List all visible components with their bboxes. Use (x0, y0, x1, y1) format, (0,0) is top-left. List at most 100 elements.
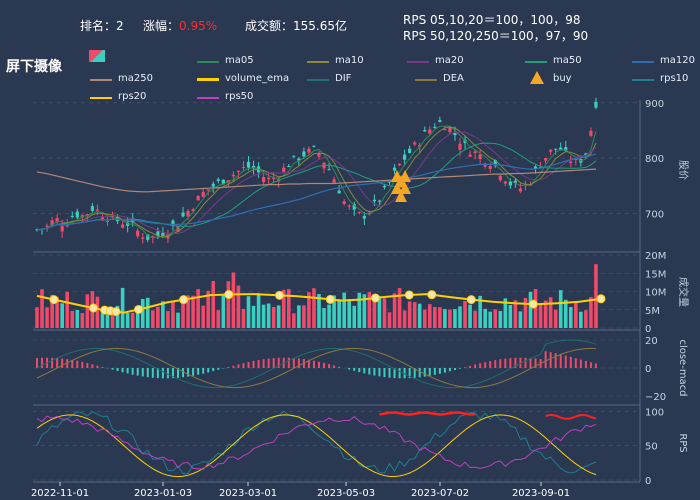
macd-histogram-bar (474, 364, 477, 368)
legend-swatch-rps10 (632, 79, 654, 81)
volume-bar (538, 303, 543, 328)
volume-ema-marker (224, 290, 234, 300)
candle-body (100, 217, 105, 221)
candle-body (105, 220, 110, 223)
volume-bar (221, 294, 226, 328)
candle-body (161, 232, 165, 237)
volume-bar (448, 309, 452, 328)
macd-histogram-bar (569, 356, 572, 368)
buy-marker (399, 182, 411, 194)
volume-bar (110, 308, 115, 328)
candle-body (387, 181, 392, 183)
candle-body (262, 177, 266, 183)
legend-item-volume-ema: volume_ema (197, 73, 290, 84)
volume-ema-marker (88, 303, 98, 313)
candle-body (151, 236, 155, 238)
volume-ema-marker (466, 295, 476, 305)
volume-bar (256, 293, 261, 328)
macd-histogram-bar (207, 368, 210, 373)
macd-histogram-bar (257, 359, 260, 368)
macd-histogram-bar (534, 358, 537, 368)
macd-histogram-bar (509, 358, 512, 368)
volume-bar (427, 304, 432, 328)
macd-histogram-bar (126, 368, 129, 374)
macd-histogram-bar (443, 368, 446, 373)
volume-ema-marker (49, 295, 59, 305)
candle-body (90, 206, 94, 211)
volume-bar (553, 309, 558, 328)
volume-bar (478, 295, 482, 328)
volume-bar (156, 306, 160, 328)
candle-body (292, 155, 296, 157)
macd-histogram-bar (489, 361, 492, 368)
candle-body (282, 167, 286, 172)
volume-bar (433, 306, 437, 328)
macd-histogram-bar (469, 365, 472, 368)
volume-bar (50, 294, 54, 328)
candle-body (317, 153, 321, 157)
macd-histogram-bar (171, 368, 174, 379)
volume-bar (161, 301, 165, 328)
macd-histogram-bar (192, 368, 195, 376)
volume-bar (231, 272, 236, 328)
volume-bar (211, 280, 216, 328)
candle-body (196, 196, 200, 201)
legend-item-rps20: rps20 (90, 91, 146, 102)
change-stat: 涨幅：0.95% (143, 17, 217, 34)
macd-histogram-bar (428, 368, 431, 376)
macd-histogram-bar (338, 366, 341, 368)
candle-body (141, 237, 145, 239)
rps20-line (36, 414, 597, 478)
macd-histogram-bar (423, 368, 426, 377)
candle-body (60, 225, 64, 232)
candle-body (246, 161, 251, 168)
ma20-line (36, 131, 597, 235)
candle-body (589, 130, 593, 136)
volume-bar (120, 287, 125, 328)
candle-body (297, 158, 301, 161)
volume-bar (558, 290, 563, 328)
macd-histogram-bar (519, 357, 522, 368)
volume-bar (176, 312, 180, 328)
volume-bar (140, 298, 145, 328)
macd-histogram-bar (323, 362, 326, 368)
volume-bar (312, 288, 316, 328)
candle-body (433, 126, 437, 128)
candle-body (584, 153, 588, 155)
legend-label: volume_ema (225, 73, 290, 84)
candle-body (413, 142, 417, 145)
candle-body (267, 177, 271, 180)
volume-bar (589, 297, 593, 328)
legend-item-rps50: rps50 (197, 91, 253, 102)
volume-bar (362, 294, 367, 328)
volume-bar (196, 289, 200, 328)
macd-histogram-bar (81, 361, 84, 368)
legend-item-buy: buy (530, 71, 572, 84)
candle-body (377, 200, 382, 202)
macd-histogram-bar (554, 353, 557, 368)
ma50-line (36, 142, 597, 231)
candle-body (418, 145, 422, 147)
volume-bar (518, 311, 523, 328)
macd-histogram-bar (459, 368, 461, 369)
macd-histogram-bar (484, 362, 487, 368)
price-tick-label: 900 (645, 99, 664, 110)
macd-histogram-bar (353, 368, 356, 371)
macd-histogram-bar (544, 351, 547, 368)
macd-histogram-bar (514, 357, 517, 368)
volume-bar (407, 301, 412, 328)
volume-ema-marker (111, 307, 121, 317)
macd-histogram-bar (504, 358, 507, 368)
volume-bar (236, 285, 241, 328)
rps-axis-title: RPS (677, 433, 688, 452)
macd-histogram-bar (398, 368, 401, 379)
candle-body (302, 151, 306, 157)
candle-body (211, 183, 215, 187)
candle-body (488, 166, 492, 169)
buy-marker (395, 190, 407, 202)
candle-body (181, 212, 185, 217)
volume-bar (65, 291, 70, 328)
macd-histogram-bar (368, 368, 371, 375)
candle-body (569, 161, 573, 164)
legend-swatch-ma20 (407, 61, 429, 63)
